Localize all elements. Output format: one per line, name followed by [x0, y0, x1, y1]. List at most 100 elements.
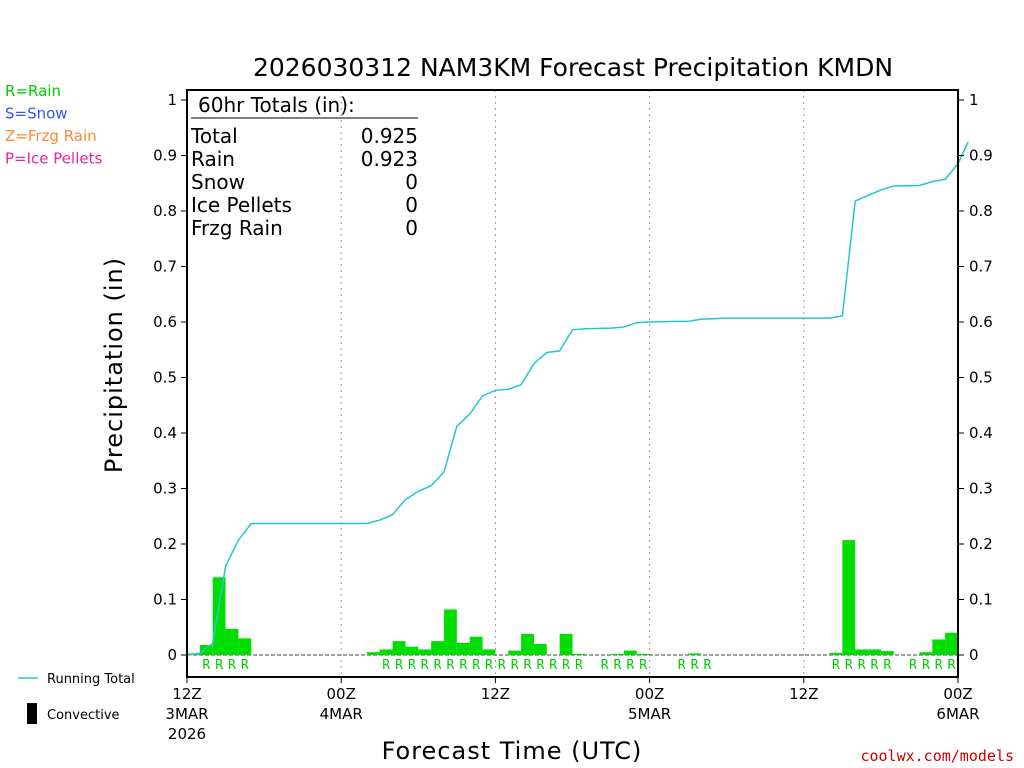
precip-bar-15 [508, 650, 522, 655]
ptype-label-0: R [202, 658, 210, 673]
precip-bar-13 [469, 636, 483, 655]
ptype-legend-item-3: P=Ice Pellets [5, 150, 102, 168]
ptype-label-32: R [909, 658, 917, 673]
y-tick-label-right-10: 1 [969, 91, 979, 109]
ptype-label-25: R [691, 658, 699, 673]
ptype-label-15: R [524, 658, 532, 673]
y-tick-label-right-3: 0.3 [969, 480, 993, 498]
x-tick-date-1: 4MAR [320, 705, 363, 723]
y-tick-label-left-8: 0.8 [153, 202, 177, 220]
precip-bar-14 [482, 649, 496, 655]
precip-bar-1 [199, 645, 213, 655]
ptype-label-4: R [382, 658, 390, 673]
y-tick-label-left-6: 0.6 [153, 313, 177, 331]
plot-frame [186, 89, 959, 678]
running-total-line [186, 141, 969, 656]
running-total-polyline [186, 141, 969, 656]
precip-bar-5 [366, 652, 380, 655]
totals-label-4: Frzg Rain [191, 216, 283, 240]
ptype-label-30: R [871, 658, 879, 673]
ptype-label-13: R [498, 658, 506, 673]
x-tick-label-0: 12Z [172, 685, 201, 703]
ptype-label-21: R [614, 658, 622, 673]
precip-bar-16 [521, 633, 534, 655]
ptype-label-19: R [575, 658, 583, 673]
ptype-label-10: R [459, 658, 467, 673]
precip-bar-2 [212, 577, 226, 655]
precip-bar-9 [418, 649, 432, 655]
precip-bar-7 [392, 641, 406, 655]
precip-bar-22 [636, 653, 650, 655]
precip-bar-24 [829, 652, 843, 655]
y-tick-label-right-6: 0.6 [969, 313, 993, 331]
precip-bar-12 [456, 642, 470, 655]
y-tick-label-right-4: 0.4 [969, 424, 993, 442]
precip-bar-3 [225, 628, 239, 655]
credit-text: coolwx.com/models [860, 747, 1014, 765]
totals-value-1: 0.923 [361, 147, 418, 171]
precip-bar-10 [431, 641, 444, 655]
y-tick-label-left-10: 1 [167, 91, 177, 109]
precip-bar-6 [379, 649, 393, 655]
precip-bar-17 [533, 643, 547, 655]
ptype-label-31: R [883, 658, 891, 673]
precip-bars [187, 540, 958, 655]
y-tick-label-left-5: 0.5 [153, 369, 177, 387]
precip-bar-31 [945, 632, 958, 655]
precip-bar-27 [868, 649, 881, 655]
y-tick-label-left-2: 0.2 [153, 535, 177, 553]
precip-bar-19 [572, 653, 586, 655]
ptype-label-22: R [626, 658, 634, 673]
ptype-label-6: R [408, 658, 416, 673]
ptype-label-1: R [215, 658, 223, 673]
y-tick-label-right-9: 0.9 [969, 147, 993, 165]
ptype-legend-item-2: Z=Frzg Rain [5, 127, 97, 145]
ptype-label-18: R [562, 658, 570, 673]
series-legend-label-0: Running Total [47, 672, 135, 687]
x-tick-date-3: 5MAR [628, 705, 671, 723]
precip-bar-4 [238, 638, 252, 655]
ptype-label-16: R [536, 658, 544, 673]
y-tick-label-left-7: 0.7 [153, 258, 177, 276]
ptype-label-9: R [447, 658, 455, 673]
ptype-legend-item-0: R=Rain [5, 82, 61, 100]
ptype-label-23: R [639, 658, 647, 673]
totals-box: 60hr Totals (in): Total 0.925 Rain 0.923 Snow… [190, 93, 418, 240]
x-tick-label-4: 12Z [789, 685, 818, 703]
ptype-label-20: R [601, 658, 609, 673]
ptype-label-28: R [845, 658, 853, 673]
x-tick-label-3: 00Z [635, 685, 664, 703]
ptype-label-35: R [948, 658, 956, 673]
totals-header: 60hr Totals (in): [198, 93, 355, 117]
totals-label-0: Total [190, 124, 238, 148]
totals-value-0: 0.925 [361, 124, 418, 148]
precip-bar-23 [688, 653, 701, 655]
x-tick-label-2: 12Z [481, 685, 510, 703]
y-tick-label-right-0: 0 [969, 646, 979, 664]
ptype-label-29: R [858, 658, 866, 673]
chart-title: 2026030312 NAM3KM Forecast Precipitation… [253, 53, 893, 82]
ptype-label-7: R [421, 658, 429, 673]
precip-bar-8 [405, 646, 419, 655]
ptype-label-34: R [935, 658, 943, 673]
y-tick-label-left-3: 0.3 [153, 480, 177, 498]
x-tick-label-5: 00Z [943, 685, 972, 703]
y-axis-title: Precipitation (in) [100, 257, 128, 473]
precip-bar-26 [855, 649, 869, 655]
ptype-legend: R=Rain S=Snow Z=Frzg Rain P=Ice Pellets [5, 82, 102, 168]
ptype-label-5: R [395, 658, 403, 673]
precip-bar-30 [932, 639, 946, 655]
y-tick-label-right-2: 0.2 [969, 535, 993, 553]
ptype-label-26: R [704, 658, 712, 673]
y-tick-label-left-0: 0 [167, 646, 177, 664]
ptype-label-14: R [511, 658, 519, 673]
x-axis: 12Z 3MAR 2026 00Z 4MAR 12Z 00Z 5MAR 12Z 00Z 6MAR [165, 677, 980, 743]
ptype-label-12: R [485, 658, 493, 673]
x-tick-year-0: 2026 [168, 725, 206, 743]
y-tick-label-right-1: 0.1 [969, 591, 993, 609]
y-tick-label-right-5: 0.5 [969, 369, 993, 387]
precip-bar-28 [880, 651, 894, 655]
precip-bar-18 [559, 633, 573, 655]
